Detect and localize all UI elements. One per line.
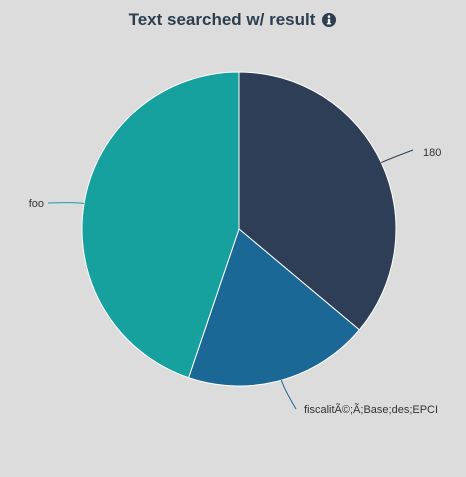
chart-header: Text searched w/ result (0, 10, 466, 30)
info-icon[interactable] (321, 12, 337, 28)
pie-slice[interactable] (81, 71, 240, 379)
label-leader-line (280, 380, 297, 410)
label-leader-line (47, 202, 85, 204)
chart-title: Text searched w/ result (128, 10, 316, 29)
slice-label: foo (29, 198, 44, 210)
pie-slice[interactable] (238, 71, 397, 331)
slice-label: fiscalitÃ©;Ã;Base;des;EPCI (304, 403, 438, 416)
pie-slice[interactable] (187, 228, 361, 387)
label-leader-line (381, 149, 414, 164)
slice-label: 180 (423, 147, 441, 159)
